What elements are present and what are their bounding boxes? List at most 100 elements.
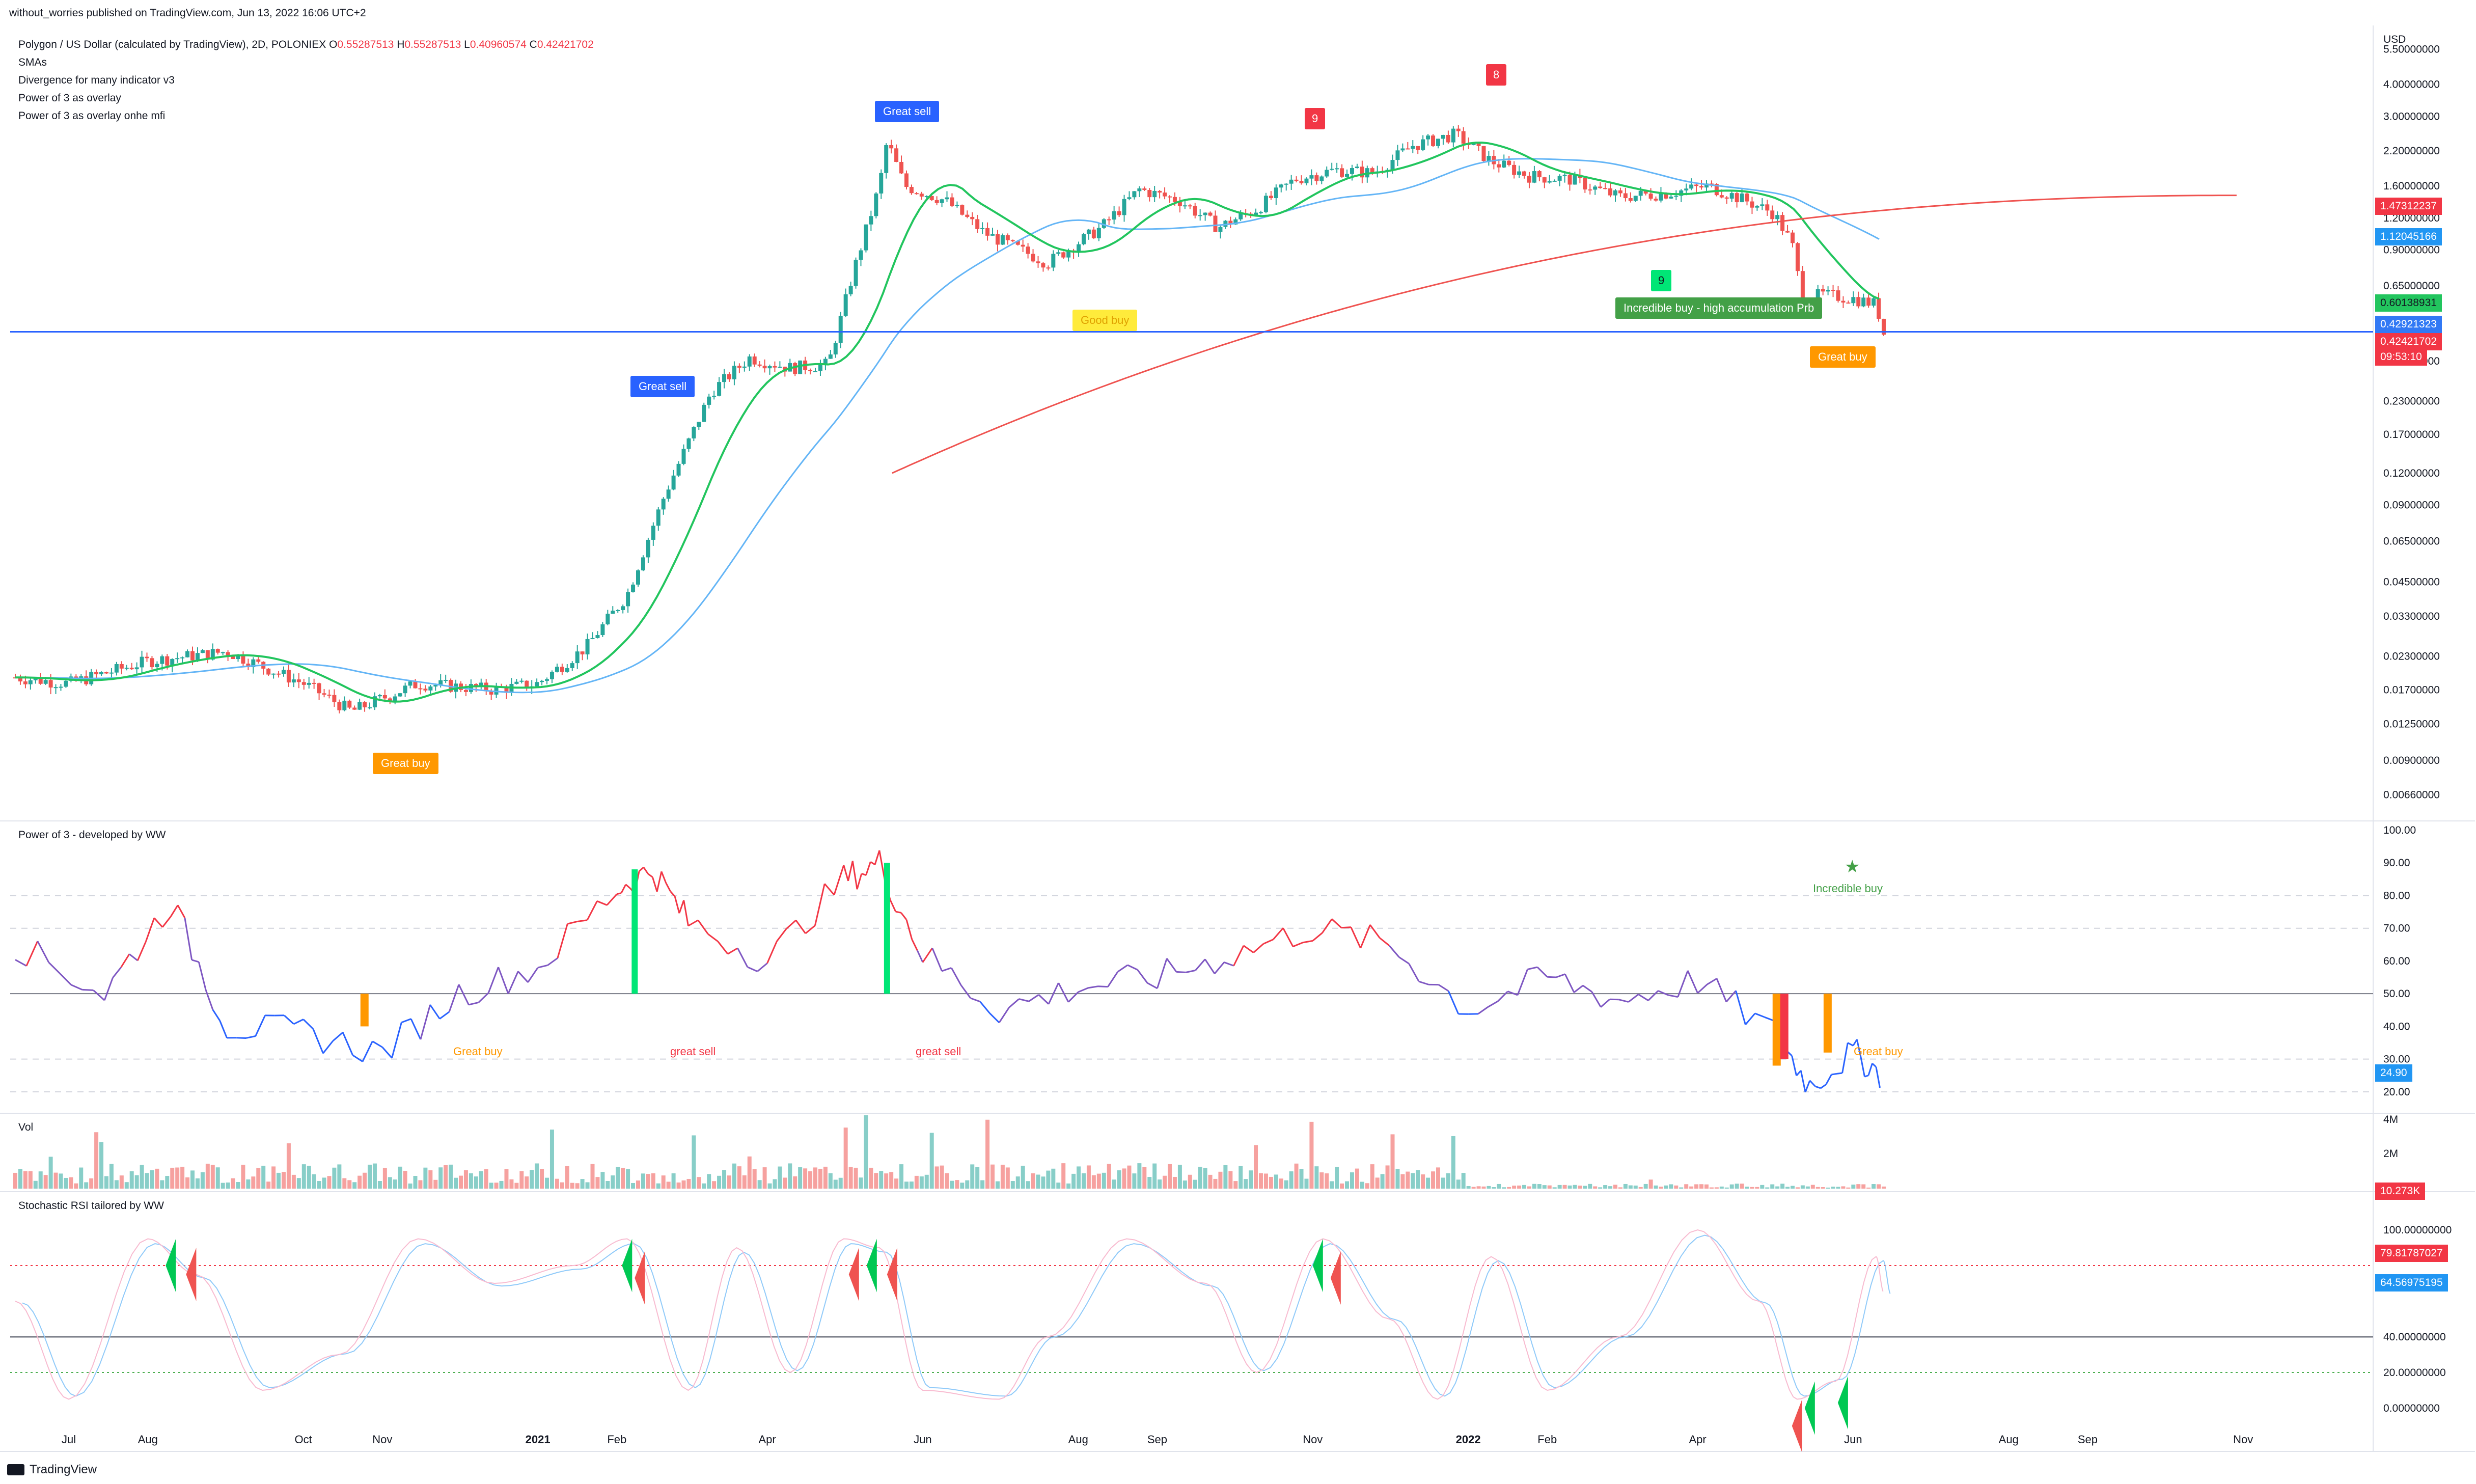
symbol-name[interactable]: Polygon / US Dollar (calculated by Tradi… <box>18 39 326 50</box>
power3-segment <box>1831 1073 1837 1076</box>
legend-symbol-row: Polygon / US Dollar (calculated by Tradi… <box>18 36 594 53</box>
power3-segment <box>1447 991 1460 1014</box>
volume-bar <box>945 1173 949 1189</box>
power3-segment <box>1186 969 1196 973</box>
td-buy-9-label[interactable]: 9 <box>1651 270 1672 291</box>
great-buy-label-1[interactable]: Great buy <box>373 753 438 774</box>
candle <box>1431 134 1436 147</box>
footer-brand-text: TradingView <box>30 1463 97 1476</box>
candle <box>1547 175 1552 184</box>
power3-segment <box>557 923 568 958</box>
indicator-power3-mfi[interactable]: Power of 3 as overlay onhe mfi <box>18 110 166 122</box>
stoch-tick-0: 100.00000000 <box>2383 1224 2452 1236</box>
candle <box>241 651 245 667</box>
stoch-rsi-pane[interactable] <box>10 1229 2373 1453</box>
power3-segment <box>1341 926 1351 929</box>
candle <box>940 199 944 207</box>
power3-segment <box>245 1035 256 1039</box>
volume-bar <box>580 1179 585 1189</box>
power3-segment <box>1097 985 1108 988</box>
power3-segment <box>219 1020 228 1038</box>
volume-bar <box>418 1180 423 1189</box>
power3-segment <box>905 919 913 940</box>
td-sell-9-label[interactable]: 9 <box>1305 108 1326 129</box>
volume-bar <box>236 1181 240 1189</box>
candle <box>1279 183 1283 193</box>
volume-bar <box>1623 1184 1628 1189</box>
candle <box>899 155 904 174</box>
volume-bar <box>114 1180 119 1189</box>
price-pane[interactable] <box>10 125 2373 713</box>
candle <box>99 671 104 676</box>
candle <box>332 689 337 707</box>
power3-tick-0: 100.00 <box>2383 825 2416 836</box>
volume-bar <box>403 1171 407 1189</box>
time-tick-5: Feb <box>607 1433 626 1446</box>
volume-bar <box>261 1166 266 1189</box>
candle <box>1345 169 1350 178</box>
candle <box>1056 250 1061 256</box>
volume-pane[interactable] <box>13 1115 1886 1189</box>
volume-bar <box>1233 1181 1238 1189</box>
volume-bar <box>1026 1181 1030 1189</box>
indicator-power3-overlay[interactable]: Power of 3 as overlay <box>18 92 121 104</box>
candle <box>752 353 757 367</box>
indicator-sma[interactable]: SMAs <box>18 57 47 68</box>
volume-bar <box>175 1167 180 1189</box>
volume-bar <box>666 1181 671 1189</box>
indicator-divergence[interactable]: Divergence for many indicator v3 <box>18 74 175 86</box>
great-sell-label-2[interactable]: Great sell <box>875 101 940 122</box>
volume-bar <box>332 1167 337 1189</box>
volume-bar <box>565 1166 569 1189</box>
power3-tick-1: 90.00 <box>2383 857 2410 869</box>
volume-bar <box>38 1171 43 1189</box>
volume-bar <box>251 1176 256 1189</box>
volume-bar <box>641 1173 645 1189</box>
power3-tick-4: 60.00 <box>2383 955 2410 967</box>
volume-bar <box>1385 1165 1390 1189</box>
power3-segment <box>656 871 663 892</box>
volume-bar <box>1142 1167 1147 1189</box>
price-tick-11: 0.17000000 <box>2383 429 2440 441</box>
power3-segment <box>1745 1012 1756 1025</box>
candle <box>514 679 519 685</box>
volume-bar <box>1567 1185 1572 1189</box>
good-buy-label[interactable]: Good buy <box>1072 310 1138 331</box>
candle <box>692 426 696 442</box>
volume-bar <box>1436 1167 1440 1189</box>
candle <box>1795 242 1800 276</box>
power3-pane[interactable] <box>10 850 2373 1093</box>
power3-segment <box>469 1001 479 1006</box>
candle <box>1411 140 1415 153</box>
volume-bar <box>1780 1184 1785 1189</box>
candle <box>1821 285 1825 295</box>
volume-bar <box>1735 1184 1739 1189</box>
incredible-buy-label[interactable]: Incredible buy - high accumulation Prb <box>1615 297 1823 319</box>
power3-segment <box>1735 990 1746 1025</box>
td-sell-8-label[interactable]: 8 <box>1486 64 1507 86</box>
candle <box>180 656 185 664</box>
volume-bar <box>626 1169 630 1189</box>
power3-segment <box>1379 937 1390 946</box>
power3-segment <box>717 941 729 955</box>
candle <box>301 678 306 690</box>
great-buy-label-2[interactable]: Great buy <box>1810 346 1876 368</box>
candle <box>535 678 539 687</box>
volume-bar <box>1309 1121 1314 1189</box>
candle <box>1168 195 1172 203</box>
candle <box>1755 205 1759 211</box>
power3-segment <box>401 1018 411 1024</box>
volume-bar <box>337 1164 342 1189</box>
candle <box>1289 175 1294 190</box>
power3-segment <box>1369 924 1381 939</box>
volume-bar <box>1618 1187 1622 1189</box>
volume-bar <box>965 1180 970 1189</box>
volume-bar <box>712 1181 717 1189</box>
great-sell-label-1[interactable]: Great sell <box>630 376 695 397</box>
candle <box>631 582 636 593</box>
power3-tick-8: 20.00 <box>2383 1086 2410 1098</box>
candle <box>48 674 53 695</box>
footer-brand[interactable]: TradingView <box>7 1463 97 1477</box>
volume-bar <box>919 1176 924 1189</box>
